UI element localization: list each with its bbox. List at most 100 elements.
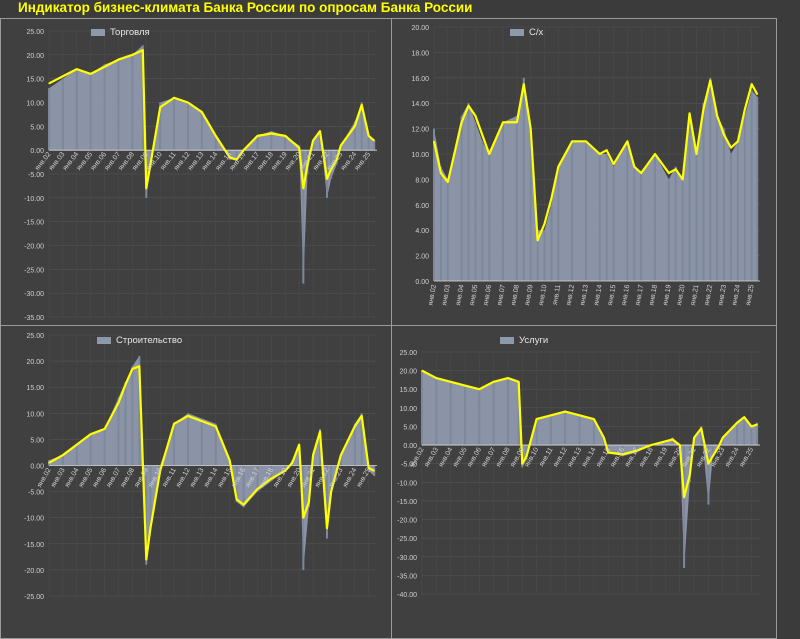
bar xyxy=(550,204,553,281)
bar xyxy=(421,370,423,446)
trend-point xyxy=(550,197,553,200)
y-tick-label: 15.00 xyxy=(26,385,44,392)
trend-point xyxy=(149,527,152,529)
bar xyxy=(131,366,134,466)
chart-panel-trade: 25.00 20.00 15.00 10.00 5.00 0.00 -5.00 -10.00 -… xyxy=(0,18,392,327)
bar xyxy=(467,103,470,281)
trend-point xyxy=(722,437,724,439)
bar xyxy=(671,437,674,446)
x-tick-label: янв.18 xyxy=(648,284,659,306)
legend-label-trade: Торговля xyxy=(110,27,150,38)
trend-point xyxy=(607,451,609,454)
trend-point xyxy=(131,368,133,370)
bar xyxy=(200,112,203,151)
bar xyxy=(633,166,636,281)
bar xyxy=(557,166,560,281)
y-tick-label: 2.00 xyxy=(415,254,429,261)
bar xyxy=(683,445,686,568)
trend-point xyxy=(215,425,217,427)
bar xyxy=(543,230,546,281)
y-tick-label: -10.00 xyxy=(24,516,44,523)
trend-point xyxy=(530,128,532,130)
bar xyxy=(89,434,92,466)
trend-point xyxy=(145,558,147,561)
y-tick-label: 8.00 xyxy=(415,177,429,184)
bar xyxy=(48,88,50,151)
bar xyxy=(721,437,724,446)
trend-point xyxy=(723,134,725,136)
x-tick-label: янв.05 xyxy=(469,284,480,306)
x-tick-label: янв.20 xyxy=(676,284,687,306)
bar xyxy=(339,455,342,466)
trend-point xyxy=(493,381,495,383)
bar xyxy=(743,419,746,446)
y-tick-label: 20.00 xyxy=(411,25,429,32)
trend-point xyxy=(173,423,175,425)
trend-point xyxy=(668,172,670,174)
bar xyxy=(319,131,322,151)
trend-point xyxy=(707,463,710,465)
trend-point xyxy=(675,168,677,170)
trend-point xyxy=(550,414,552,416)
bar xyxy=(640,173,643,281)
trend-point xyxy=(124,383,127,386)
y-tick-label: 25.00 xyxy=(399,350,417,357)
trend-point xyxy=(90,73,92,75)
y-tick-label: -10.00 xyxy=(397,480,417,487)
bar xyxy=(103,428,106,466)
y-tick-label: 4.00 xyxy=(415,228,429,235)
legend-label-services: Услуги xyxy=(519,335,549,346)
x-tick-label: янв.11 xyxy=(552,284,562,306)
bar-series-area xyxy=(422,370,758,568)
legend-services: Услуги xyxy=(500,335,548,346)
trend-point xyxy=(117,59,120,61)
bar xyxy=(186,413,189,466)
trend-point xyxy=(612,163,615,165)
x-tick-label: янв.13 xyxy=(579,284,590,306)
trend-point xyxy=(717,446,720,448)
trend-point xyxy=(450,381,452,383)
trend-point xyxy=(319,130,321,132)
trend-point xyxy=(593,418,595,420)
trend-point xyxy=(336,159,338,161)
trend-point xyxy=(695,153,698,155)
trend-point xyxy=(117,402,120,404)
x-tick-label: янв.21 xyxy=(690,284,701,306)
bar xyxy=(61,455,64,466)
trend-point xyxy=(543,223,546,225)
bar xyxy=(131,54,134,151)
trend-line xyxy=(48,48,375,190)
trend-point xyxy=(103,66,106,68)
trend-point xyxy=(599,153,601,155)
trend-point xyxy=(700,427,702,429)
bar xyxy=(61,78,64,151)
x-tick-label: янв.10 xyxy=(538,284,549,306)
trend-point xyxy=(750,425,753,428)
y-tick-label: -20.00 xyxy=(24,244,44,251)
chart-panel-construction: 25.00 20.00 15.00 10.00 5.00 0.00 -5.00 -10.00 -… xyxy=(0,325,392,639)
trend-point xyxy=(523,83,525,85)
bar xyxy=(578,415,581,446)
y-tick-label: 20.00 xyxy=(26,359,44,366)
trend-point xyxy=(312,454,314,456)
trend-point xyxy=(326,527,328,529)
trend-point xyxy=(340,454,342,456)
trend-point xyxy=(683,496,685,498)
trend-point xyxy=(138,365,140,367)
bar xyxy=(284,135,287,151)
trend-point xyxy=(756,424,758,426)
bar xyxy=(446,179,449,281)
bar xyxy=(736,422,739,446)
bar xyxy=(736,141,739,281)
bar xyxy=(228,150,231,160)
bar xyxy=(695,154,698,281)
bar xyxy=(149,150,152,165)
x-tick-label: янв.09 xyxy=(524,284,535,306)
y-tick-label: -40.00 xyxy=(397,592,417,599)
trend-point xyxy=(242,504,245,506)
trend-point xyxy=(90,433,92,435)
bar xyxy=(506,378,509,446)
bar xyxy=(173,97,176,151)
trend-point xyxy=(330,491,332,493)
trend-point xyxy=(76,444,78,446)
